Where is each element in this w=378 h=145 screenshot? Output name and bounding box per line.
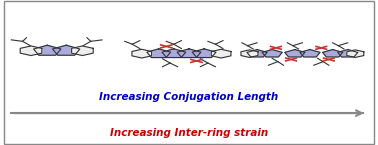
Polygon shape — [285, 50, 305, 57]
Polygon shape — [241, 50, 258, 57]
Polygon shape — [147, 49, 170, 58]
Polygon shape — [247, 50, 267, 57]
Polygon shape — [262, 50, 282, 57]
Text: Increasing Inter-ring strain: Increasing Inter-ring strain — [110, 128, 268, 138]
Polygon shape — [192, 49, 216, 58]
Polygon shape — [338, 50, 358, 57]
Polygon shape — [20, 46, 42, 56]
Polygon shape — [53, 45, 80, 55]
Polygon shape — [322, 50, 343, 57]
Polygon shape — [300, 50, 320, 57]
Polygon shape — [71, 46, 93, 56]
Polygon shape — [211, 49, 231, 58]
Text: Increasing Conjugation Length: Increasing Conjugation Length — [99, 91, 279, 102]
Polygon shape — [177, 49, 201, 58]
Polygon shape — [162, 49, 186, 58]
Polygon shape — [347, 50, 364, 57]
Polygon shape — [34, 45, 61, 55]
Polygon shape — [132, 49, 152, 58]
